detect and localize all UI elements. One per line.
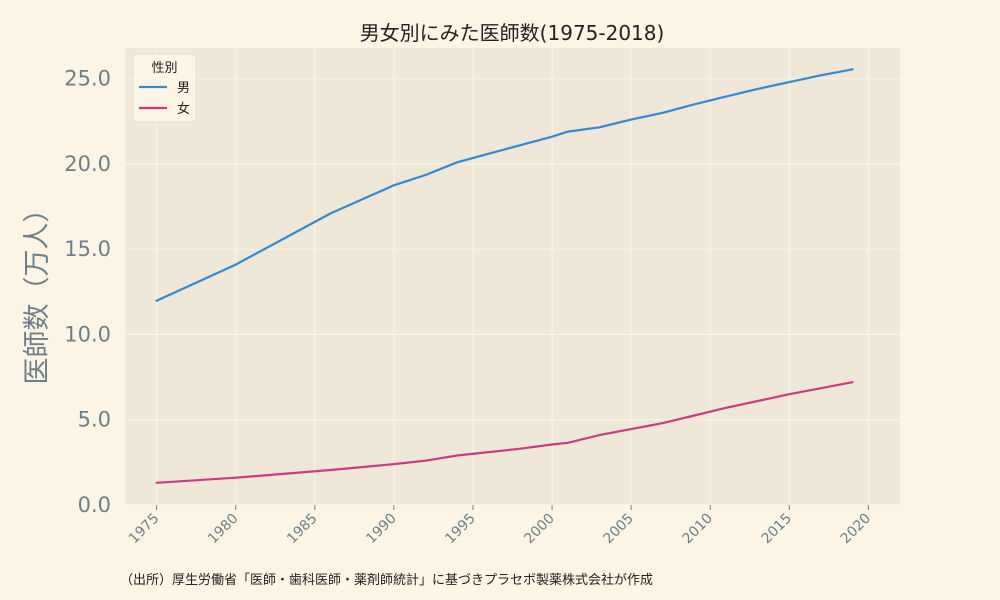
legend-entries: 男女 xyxy=(139,81,190,117)
x-tick-label: 1985 xyxy=(284,511,321,548)
x-tick-label: 1995 xyxy=(442,511,479,548)
y-tick-label: 10.0 xyxy=(64,322,111,346)
x-tick-label: 2020 xyxy=(838,511,875,548)
legend-label: 女 xyxy=(177,101,190,117)
x-axis-ticks: 1975 1980 1985 1990 1995 2000 2005 2010 2015 2020 xyxy=(126,505,874,547)
chart-title: 男女別にみた医師数(1975-2018) xyxy=(360,21,665,45)
legend-label: 男 xyxy=(177,81,190,96)
source-note: （出所）厚生労働省「医師・歯科医師・薬剤師統計」に基づきプラセボ製薬株式会社が作… xyxy=(120,572,653,588)
x-tick-label: 2005 xyxy=(600,511,637,548)
x-tick-label: 1975 xyxy=(126,511,163,548)
series-line-1 xyxy=(155,381,854,484)
x-tick-label: 2000 xyxy=(521,511,558,548)
y-axis-label: 医師数（万人） xyxy=(22,196,53,385)
plot-area xyxy=(125,48,900,505)
series-lines xyxy=(155,68,854,484)
legend-title: 性別 xyxy=(151,61,177,76)
y-axis-ticks: 0.0 5.0 10.0 15.0 20.0 25.0 xyxy=(64,67,111,517)
x-tick-label: 1980 xyxy=(205,511,242,548)
legend: 性別 男女 xyxy=(132,53,197,123)
x-tick-label: 1990 xyxy=(363,511,400,548)
series-line-0 xyxy=(155,68,854,302)
x-tick-label: 2015 xyxy=(759,511,796,548)
y-tick-label: 0.0 xyxy=(78,493,111,517)
x-tick-label: 2010 xyxy=(680,511,717,548)
y-tick-label: 25.0 xyxy=(64,67,111,91)
y-tick-label: 15.0 xyxy=(64,237,111,261)
y-tick-label: 20.0 xyxy=(64,152,111,176)
y-tick-label: 5.0 xyxy=(78,408,111,432)
